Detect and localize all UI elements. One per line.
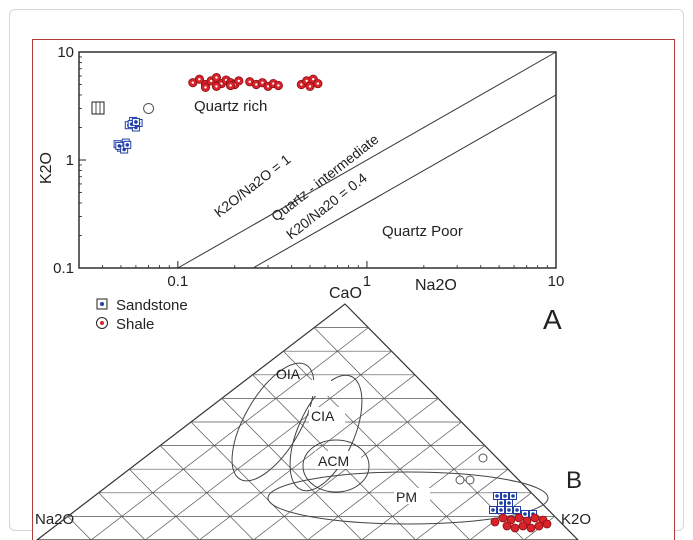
legend: Sandstone Shale <box>96 297 188 333</box>
open-circle-symbols <box>143 102 155 114</box>
y-tick-label: 0.1 <box>53 260 74 277</box>
sandstone-point-dot <box>495 494 499 498</box>
figure-svg: 0.1 1 10 0.1 1 10 K2O Na2O Quartz rich Quart… <box>35 44 591 540</box>
field-label-pm: PM <box>396 489 417 505</box>
sandstone-point-dot <box>491 508 495 512</box>
sandstone-point-dot <box>499 501 503 505</box>
shale-point-dot <box>277 84 280 87</box>
shale-point-dot <box>316 82 320 85</box>
shale-point <box>498 513 508 523</box>
grid-line <box>129 468 200 540</box>
shale-point-dot <box>215 76 218 79</box>
shale-point-dot <box>209 79 213 83</box>
shale-point-dot <box>204 86 207 89</box>
shale-point-dot <box>220 82 223 85</box>
field-label-oia: OIA <box>276 366 301 382</box>
sandstone-point-dot <box>499 508 503 512</box>
sandstone-point-dot <box>511 494 515 498</box>
field-oia-ellipse <box>231 362 315 482</box>
y-tick-label: 1 <box>66 152 74 169</box>
open-circle <box>478 453 488 463</box>
x-tick-label: 0.1 <box>167 273 188 290</box>
ratio-lines <box>177 51 557 269</box>
panel-a-points <box>113 72 323 154</box>
sandstone-point-dot <box>523 512 527 516</box>
shale-point-dot <box>305 79 308 83</box>
shale-point-dot <box>229 84 232 87</box>
x-tick-label: 10 <box>548 273 565 290</box>
field-label-cia: CIA <box>311 408 335 424</box>
legend-shale: Shale <box>96 316 154 333</box>
legend-sandstone: Sandstone <box>96 297 188 314</box>
grid-line <box>67 516 92 540</box>
shale-point <box>542 519 552 529</box>
x-tick-label: 1 <box>363 273 371 290</box>
field-label-acm: ACM <box>318 453 349 469</box>
shale-point <box>502 521 512 531</box>
shale-point-dot <box>191 81 195 84</box>
sandstone-point-dot <box>507 501 511 505</box>
sandstone-point-dot <box>507 508 511 512</box>
open-circle <box>465 475 475 485</box>
figure-card: 0.1 1 10 0.1 1 10 K2O Na2O Quartz rich Quart… <box>9 9 684 540</box>
shale-point-dot <box>237 79 240 83</box>
sandstone-point-dot <box>134 120 138 124</box>
shale-point <box>530 513 540 523</box>
field-cia-ellipse <box>289 374 363 492</box>
shale-point <box>526 523 536 533</box>
panel-letter-b: B <box>566 467 582 494</box>
legend-sandstone-label: Sandstone <box>116 297 188 314</box>
apex-top-label: CaO <box>329 285 362 302</box>
shale-point-dot <box>308 85 312 88</box>
open-square-symbol <box>91 101 105 115</box>
shale-point-dot <box>255 83 258 86</box>
sandstone-point-dot <box>515 508 519 512</box>
grid-line <box>90 327 369 540</box>
x-axis-label: Na2O <box>415 277 457 294</box>
ratio-line-1 <box>252 94 557 269</box>
y-axis-ticks: 0.1 1 10 <box>53 44 86 277</box>
open-circle <box>455 475 465 485</box>
shale-point-dot <box>215 85 218 88</box>
x-axis-ticks: 0.1 1 10 <box>78 261 565 290</box>
figure-frame: 0.1 1 10 0.1 1 10 K2O Na2O Quartz rich Quart… <box>32 39 675 540</box>
open-circle <box>143 102 155 114</box>
shale-point <box>534 521 544 531</box>
field-acm-ellipse <box>302 439 370 493</box>
panel-a-plot: 0.1 1 10 0.1 1 10 K2O Na2O Quartz rich Quart… <box>38 44 564 294</box>
shale-point <box>514 513 524 523</box>
panel-letter-a: A <box>543 304 562 335</box>
shale-point-dot <box>198 77 201 81</box>
shale-point <box>510 523 520 533</box>
grid-line <box>313 327 525 540</box>
field-label-quartz-poor: Quartz Poor <box>382 223 463 240</box>
field-label-quartz-rich: Quartz rich <box>194 98 267 115</box>
y-tick-label: 10 <box>57 44 74 61</box>
shale-point-dot <box>300 83 303 86</box>
shale-point <box>518 521 528 531</box>
shale-point-dot <box>266 85 270 88</box>
ratio-line-0 <box>177 51 557 269</box>
sandstone-point-dot <box>503 494 507 498</box>
sandstone-point-dot <box>125 143 130 147</box>
y-axis-label: K2O <box>38 152 55 184</box>
shale-point <box>490 517 500 527</box>
grid-line <box>199 374 416 540</box>
shale-point-dot <box>248 80 251 83</box>
shale-point-dot <box>312 77 315 81</box>
ternary-grid <box>36 303 579 540</box>
shale-point-dot <box>261 81 264 84</box>
legend-shale-label: Shale <box>116 316 154 333</box>
